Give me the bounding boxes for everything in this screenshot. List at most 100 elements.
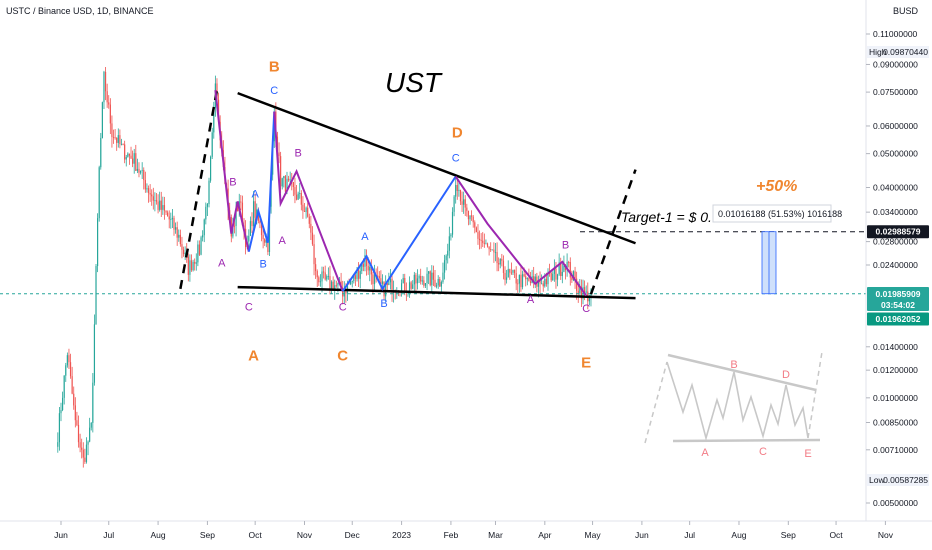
candle-body [365, 255, 368, 266]
candle-body [136, 168, 138, 171]
candle-body [370, 266, 372, 275]
candle-body [367, 265, 369, 271]
wave-label-minor-b: B [562, 239, 569, 251]
candle-body [359, 271, 361, 279]
candle-body [388, 282, 390, 286]
candle-body [85, 444, 88, 462]
candle-body [402, 277, 404, 284]
candle-body [455, 185, 457, 197]
candle-body [82, 449, 84, 458]
candle-body [264, 239, 266, 243]
candle-body [552, 273, 554, 281]
candle-body [152, 196, 154, 201]
high-tag-bg [867, 46, 929, 58]
candle-body [256, 209, 258, 218]
wave-label-major-d: D [452, 124, 463, 141]
candle-body [307, 207, 309, 217]
candle-body [579, 286, 581, 294]
candle-body [490, 249, 492, 251]
time-tick-label: Aug [151, 530, 166, 540]
candle-body [429, 271, 431, 286]
candle-body [448, 236, 450, 251]
time-tick-label: May [585, 530, 602, 540]
candle-body [558, 262, 560, 275]
wave-label-minor-b: B [259, 259, 266, 271]
candle-body [181, 244, 183, 250]
time-tick-label: Nov [878, 530, 894, 540]
candle-body [210, 156, 212, 181]
candle-body [335, 285, 337, 287]
high-label: High [869, 47, 887, 57]
wave-label-minor-a: A [218, 257, 226, 269]
candle-body [194, 261, 196, 264]
candle-body [440, 282, 442, 287]
candle-body [287, 178, 290, 181]
candle-body [182, 249, 185, 255]
candle-body [483, 242, 485, 244]
target-tag-bg [867, 225, 929, 239]
candle-body [149, 193, 151, 195]
candle-body [513, 269, 516, 274]
candle-body [498, 263, 500, 265]
candle-body [79, 442, 81, 448]
candle-body [521, 274, 524, 288]
candle-body [125, 157, 127, 160]
candle-body [120, 144, 123, 145]
wave-label-minor-b: B [294, 148, 301, 160]
candle-body [545, 278, 548, 285]
candle-body [294, 187, 296, 195]
candle-body [326, 276, 328, 280]
wave-label-minor-c: C [452, 152, 460, 164]
time-tick-label: Jun [635, 530, 649, 540]
candle-body [432, 272, 435, 280]
candle-body [574, 271, 576, 279]
candle-body [509, 269, 511, 273]
candle-body [171, 217, 174, 220]
candle-body [474, 222, 476, 228]
candle-body [63, 375, 65, 398]
candle-body [101, 102, 103, 138]
candle-body [139, 170, 142, 173]
candle-body [555, 268, 557, 280]
candle-body [178, 234, 180, 238]
candle-body [319, 281, 322, 283]
candle-body [466, 207, 468, 211]
low-value: 0.00587285 [883, 475, 928, 485]
time-tick-label: Mar [488, 530, 503, 540]
time-tick-label: Dec [345, 530, 361, 540]
candle-body [416, 278, 419, 284]
candle-body [459, 189, 462, 202]
currency-label: BUSD [893, 6, 919, 16]
candle-body [550, 272, 552, 281]
candle-body [485, 243, 487, 245]
candle-body [576, 278, 578, 291]
candle-body [480, 240, 482, 241]
candle-body [463, 199, 465, 205]
triangle-lower-line [237, 285, 636, 300]
wave-label-minor-a: A [279, 235, 287, 247]
candle-body [577, 290, 579, 294]
candle-body [461, 201, 463, 205]
candle-body [240, 201, 242, 203]
candle-body [292, 182, 294, 188]
wave-label-minor-c: C [339, 301, 347, 313]
candle-body [205, 206, 207, 220]
candle-body [542, 283, 544, 287]
pattern-inset: A B C D E [644, 351, 823, 460]
time-tick-label: Jun [54, 530, 68, 540]
candle-body [68, 355, 70, 363]
candle-body [248, 235, 250, 242]
candle-body [386, 283, 388, 286]
candle-body [501, 258, 503, 261]
price-tick-label: 0.02800000 [873, 237, 918, 247]
candle-body [528, 278, 530, 282]
price-tick-label: 0.01200000 [873, 365, 918, 375]
candle-body [539, 280, 541, 284]
candle-body [345, 290, 347, 294]
candle-body [553, 268, 555, 274]
candle-body [561, 271, 563, 277]
price-tick-label: 0.06000000 [873, 121, 918, 131]
candle-body [475, 227, 477, 233]
time-tick-label: Oct [829, 530, 843, 540]
